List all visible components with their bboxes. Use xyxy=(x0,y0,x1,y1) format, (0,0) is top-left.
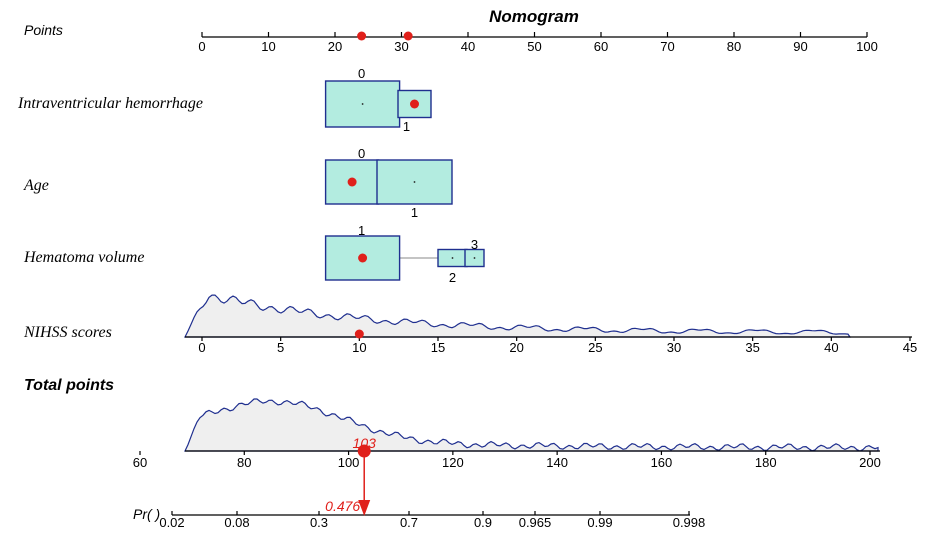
level-centre-dot xyxy=(473,257,476,259)
total-points-tick-label: 180 xyxy=(755,455,777,470)
total-points-tick-label: 60 xyxy=(133,455,147,470)
variable-label: Age xyxy=(23,177,49,194)
points-tick-label: 80 xyxy=(727,39,741,54)
total-points-axis-ticks: 60 80 100 120 140 160 180 200 xyxy=(133,451,881,470)
nihss-label: NIHSS scores xyxy=(23,324,112,341)
points-axis-label: Points xyxy=(24,22,63,38)
nihss-tick-label: 20 xyxy=(509,340,523,355)
total-points-selected-value: 103 xyxy=(353,435,377,451)
total-points-label: Total points xyxy=(24,377,114,394)
points-tick-label: 0 xyxy=(198,39,205,54)
probability-tick-label: 0.9 xyxy=(474,515,492,530)
total-points-tick-label: 100 xyxy=(338,455,360,470)
nihss-tick-label: 45 xyxy=(903,340,917,355)
level-centre-dot xyxy=(413,181,416,183)
probability-tick-label: 0.99 xyxy=(587,515,612,530)
points-tick-label: 70 xyxy=(660,39,674,54)
level-label: 0 xyxy=(358,146,365,161)
variable-label: Hematoma volume xyxy=(23,249,144,266)
points-tick-label: 20 xyxy=(328,39,342,54)
level-label: 1 xyxy=(403,119,410,134)
level-label: 0 xyxy=(358,66,365,81)
points-marker-dot xyxy=(403,31,413,41)
variable-label: Intraventricular hemorrhage xyxy=(17,95,203,112)
probability-tick-label: 0.965 xyxy=(519,515,552,530)
selected-level-dot xyxy=(358,253,368,263)
selected-level-dot xyxy=(410,99,419,109)
level-label: 2 xyxy=(449,270,456,285)
points-tick-label: 30 xyxy=(394,39,408,54)
nihss-selected-dot xyxy=(354,329,364,339)
nihss-tick-label: 10 xyxy=(352,340,366,355)
points-tick-label: 60 xyxy=(594,39,608,54)
total-points-selected-dot xyxy=(357,444,371,458)
total-points-density-curve xyxy=(184,398,879,452)
probability-axis-label: Pr( ) xyxy=(133,506,160,522)
points-tick-label: 50 xyxy=(527,39,541,54)
level-centre-dot xyxy=(451,257,454,259)
points-tick-label: 40 xyxy=(461,39,475,54)
points-axis-ticks: 0 10 20 30 40 50 60 70 80 90 100 xyxy=(198,32,878,54)
probability-tick-label: 0.08 xyxy=(224,515,249,530)
total-points-tick-label: 140 xyxy=(546,455,568,470)
probability-tick-label: 0.3 xyxy=(310,515,328,530)
points-tick-label: 10 xyxy=(261,39,275,54)
categorical-variables: Intraventricular hemorrhage 0 1 Age 0 1 Hemato… xyxy=(17,66,485,285)
level-label: 1 xyxy=(411,205,418,220)
points-axis-markers xyxy=(357,31,413,41)
total-points-tick-label: 120 xyxy=(442,455,464,470)
points-tick-label: 100 xyxy=(856,39,878,54)
nihss-tick-label: 15 xyxy=(431,340,445,355)
nihss-tick-label: 25 xyxy=(588,340,602,355)
probability-selected-value: 0.476 xyxy=(325,498,360,514)
probability-tick-label: 0.998 xyxy=(673,515,706,530)
total-points-tick-label: 200 xyxy=(859,455,881,470)
level-box xyxy=(324,235,401,281)
selected-level-dot xyxy=(347,177,357,187)
probability-axis-ticks: 0.02 0.08 0.3 0.7 0.9 0.965 0.99 0.998 xyxy=(159,511,705,530)
nihss-tick-label: 0 xyxy=(198,340,205,355)
level-label: 3 xyxy=(471,237,478,252)
nihss-axis-ticks: 0 5 10 15 20 25 30 35 40 45 xyxy=(198,337,917,355)
nihss-tick-label: 35 xyxy=(745,340,759,355)
probability-tick-label: 0.7 xyxy=(400,515,418,530)
nihss-tick-label: 5 xyxy=(277,340,284,355)
level-label: 1 xyxy=(358,223,365,238)
chart-title: Nomogram xyxy=(489,7,579,26)
total-points-tick-label: 160 xyxy=(651,455,673,470)
nihss-tick-label: 40 xyxy=(824,340,838,355)
total-points-tick-label: 80 xyxy=(237,455,251,470)
probability-tick-label: 0.02 xyxy=(159,515,184,530)
nihss-tick-label: 30 xyxy=(667,340,681,355)
points-marker-dot xyxy=(357,31,367,41)
points-tick-label: 90 xyxy=(793,39,807,54)
nihss-density-curve xyxy=(184,294,852,338)
level-centre-dot xyxy=(361,103,364,105)
probability-arrow-head xyxy=(358,500,371,516)
